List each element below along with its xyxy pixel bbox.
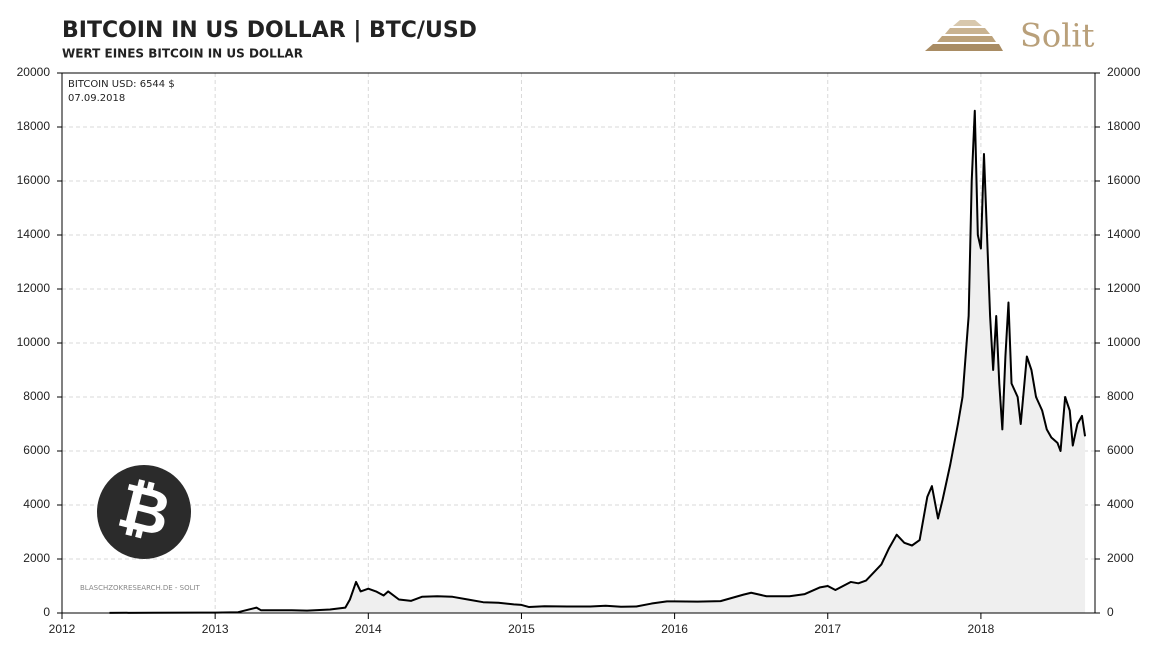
y2-tick-label: 8000 — [1107, 389, 1134, 403]
plot-frame — [61, 72, 1096, 614]
x-tick-label: 2017 — [814, 622, 841, 636]
x-tick-label: 2015 — [508, 622, 535, 636]
y-tick-label: 0 — [43, 605, 50, 619]
y2-tick-label: 0 — [1107, 605, 1114, 619]
y-tick-label: 16000 — [17, 173, 51, 187]
area — [109, 110, 1086, 614]
source-note: BLASCHZOKRESEARCH.DE - SOLIT — [80, 584, 201, 592]
x-tick-label: 2013 — [202, 622, 229, 636]
bitcoin-icon: ₿ — [97, 465, 191, 559]
y-tick-label: 8000 — [23, 389, 50, 403]
x-tick-label: 2012 — [49, 622, 76, 636]
y2-tick-label: 16000 — [1107, 173, 1141, 187]
annotation-date: 07.09.2018 — [68, 93, 125, 104]
logo-text: Solit — [1020, 17, 1095, 55]
y-tick-label: 20000 — [17, 65, 51, 79]
x-tick-label: 2014 — [355, 622, 382, 636]
y-tick-label: 6000 — [23, 443, 50, 457]
y2-tick-label: 18000 — [1107, 119, 1141, 133]
y2-tick-label: 4000 — [1107, 497, 1134, 511]
y2-tick-label: 20000 — [1107, 65, 1141, 79]
x-tick-label: 2016 — [661, 622, 688, 636]
line — [109, 109, 1087, 614]
y-tick-label: 14000 — [17, 227, 51, 241]
logo-icon — [925, 20, 1003, 51]
y-tick-label: 2000 — [23, 551, 50, 565]
x-tick-label: 2018 — [968, 622, 995, 636]
y-tick-label: 12000 — [17, 281, 51, 295]
annotation-label: BITCOIN USD: 6544 $ — [68, 79, 175, 90]
y2-tick-label: 10000 — [1107, 335, 1141, 349]
y-tick-label: 18000 — [17, 119, 51, 133]
y2-tick-label: 12000 — [1107, 281, 1141, 295]
y2-tick-label: 14000 — [1107, 227, 1141, 241]
y-tick-label: 10000 — [17, 335, 51, 349]
chart-subtitle: WERT EINES BITCOIN IN US DOLLAR — [62, 47, 303, 61]
y2-tick-label: 6000 — [1107, 443, 1134, 457]
y2-tick-label: 2000 — [1107, 551, 1134, 565]
y-tick-label: 4000 — [23, 497, 50, 511]
chart-title: BITCOIN IN US DOLLAR | BTC/USD — [62, 18, 477, 43]
